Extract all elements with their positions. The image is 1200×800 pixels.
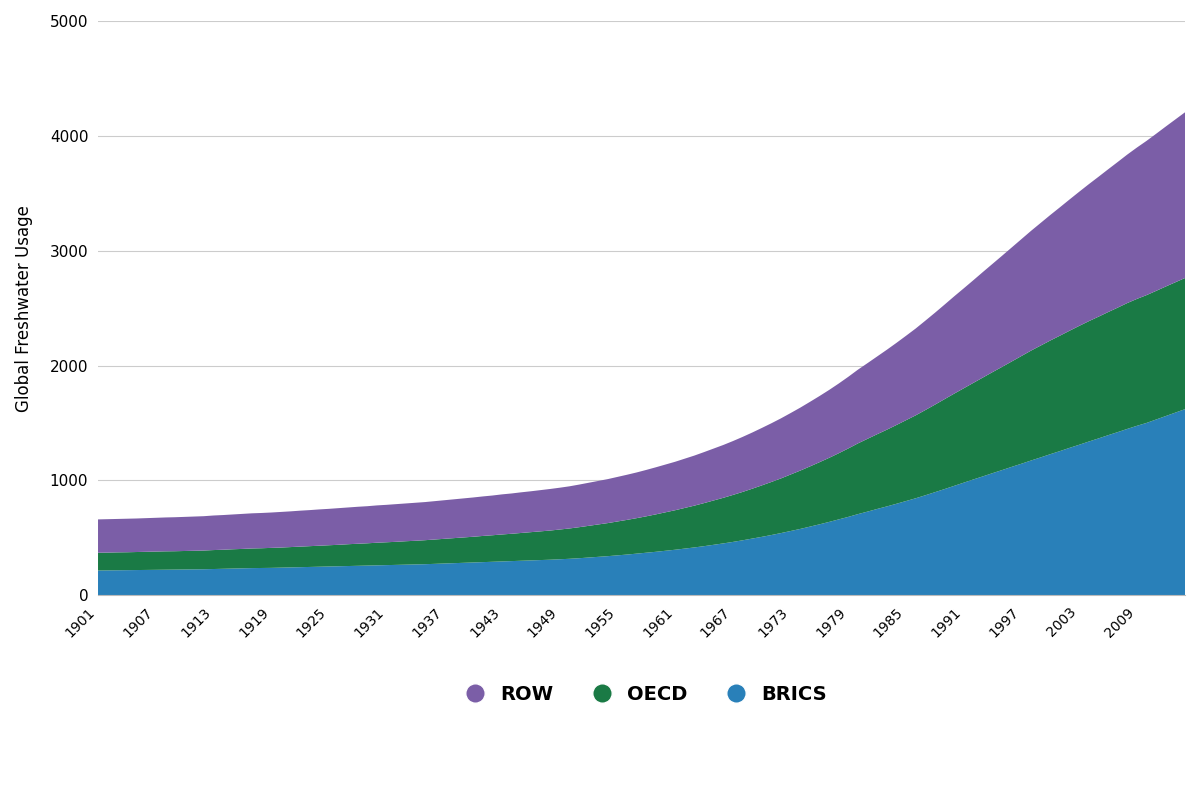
Y-axis label: Global Freshwater Usage: Global Freshwater Usage <box>14 205 34 411</box>
Legend: ROW, OECD, BRICS: ROW, OECD, BRICS <box>448 678 835 712</box>
